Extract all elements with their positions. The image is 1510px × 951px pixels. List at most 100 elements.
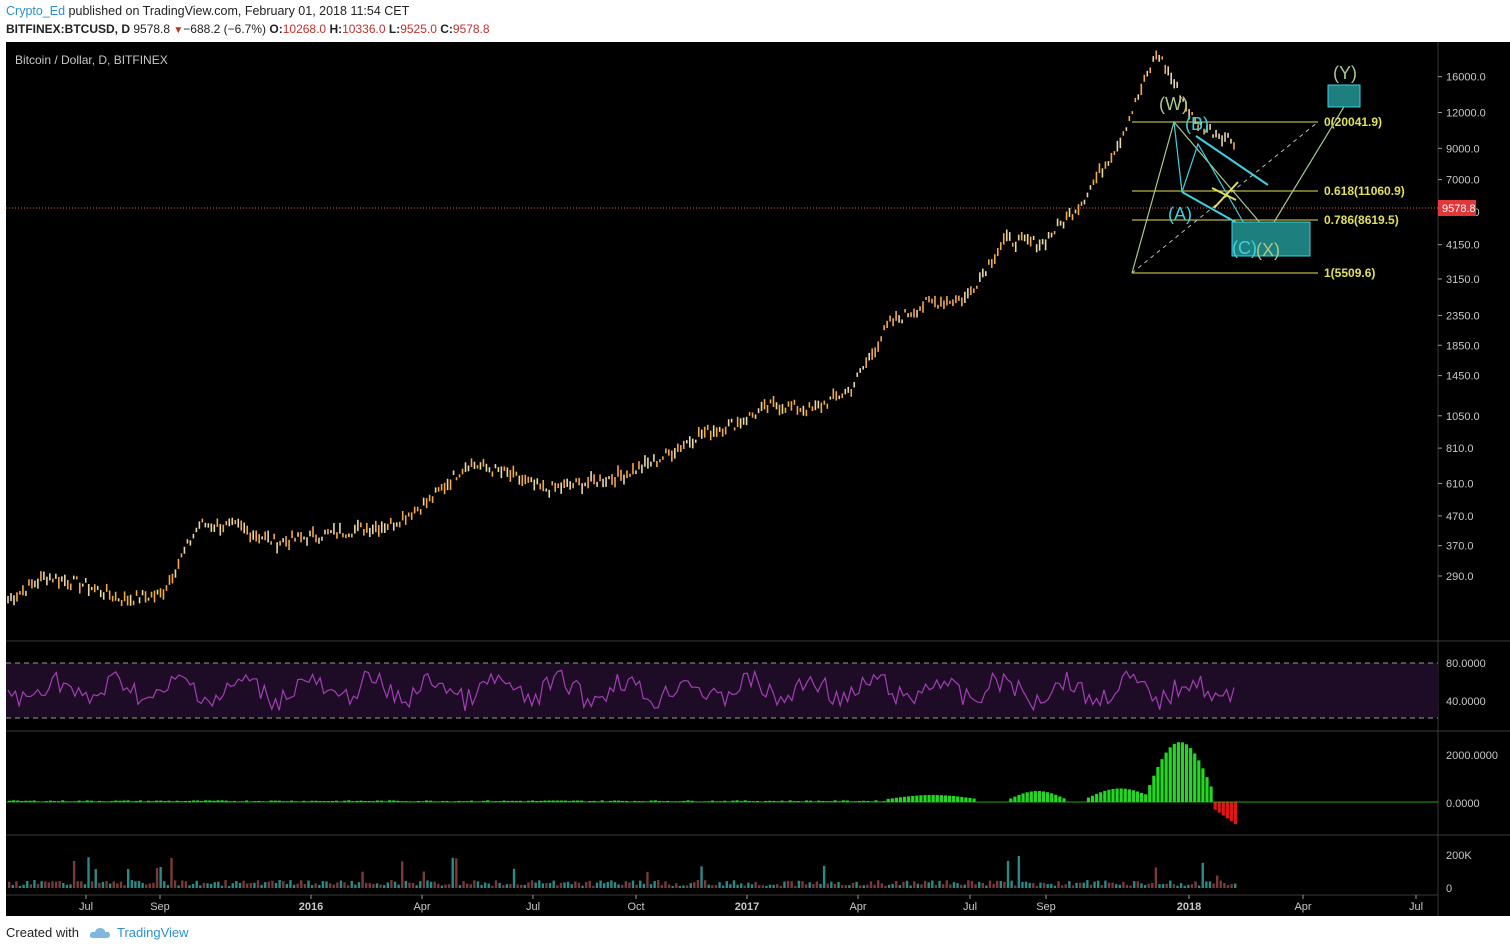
volume-bar [516, 884, 519, 888]
volume-bar [372, 884, 375, 888]
volume-bar [934, 884, 938, 888]
volume-bar [123, 885, 126, 888]
volume-bar [1050, 883, 1053, 888]
osc-bar-positive [257, 800, 261, 802]
rsi-band [6, 663, 1438, 718]
osc-bar-positive [1131, 790, 1136, 802]
time-tick-label: Jul [1409, 901, 1423, 913]
chart-canvas[interactable]: Bitcoin / Dollar, D, BITFINEX 0(20041.9)… [6, 42, 1510, 916]
osc-bar-positive [375, 800, 379, 802]
osc-bar-positive [780, 800, 784, 802]
volume-bar [502, 885, 505, 888]
volume-bar [339, 880, 343, 888]
volume-bar [458, 885, 462, 888]
osc-bar-positive [829, 801, 833, 802]
osc-bar-positive [330, 800, 335, 802]
volume-bar [1057, 881, 1060, 888]
osc-bar-positive [191, 800, 196, 802]
volume-bar [119, 881, 123, 888]
osc-bar-positive [907, 796, 911, 802]
volume-bar [678, 885, 682, 888]
tradingview-link[interactable]: TradingView [116, 925, 189, 940]
osc-bar-positive [731, 800, 735, 802]
fib-retracement[interactable]: 0(20041.9) 0.618(11060.9) 0.786(8619.5) … [1131, 115, 1405, 280]
volume-bar [40, 881, 43, 888]
volume-bar [509, 883, 512, 888]
volume-bar [639, 880, 642, 888]
osc-bar-positive [616, 800, 621, 802]
price-tick-label: 1050.0 [1446, 411, 1480, 423]
vol-tick-0: 0 [1446, 883, 1452, 895]
volume-bar [498, 882, 501, 888]
change-value: −688.2 (−6.7%) [183, 22, 267, 36]
volume-bar [465, 883, 469, 888]
volume-bar [401, 861, 404, 888]
price-tick-label: 9000.0 [1446, 143, 1480, 155]
osc-bar-positive [44, 801, 48, 802]
volume-bar [920, 884, 923, 888]
osc-bar-positive [821, 801, 825, 802]
volume-bar [368, 883, 371, 888]
time-axis[interactable]: Jul Sep 2016 Apr Jul Oct 2017 Apr Jul Sep 2018 Apr J… [79, 895, 1423, 913]
osc-bar-positive [175, 800, 179, 802]
volume-bar [141, 882, 144, 888]
volume-bar [631, 880, 635, 888]
author-link[interactable]: Crypto_Ed [6, 4, 66, 18]
volume-bar [426, 880, 429, 888]
volume-bar [292, 884, 296, 888]
osc-bar-positive [792, 801, 796, 802]
osc-bar-positive [612, 800, 617, 802]
volume-bar [440, 885, 444, 888]
osc-bar-negative [1229, 802, 1234, 822]
volume-bar [927, 882, 930, 888]
volume-series [8, 855, 1237, 888]
volume-bar [750, 884, 754, 888]
wave-abc-line [1173, 121, 1250, 233]
volume-bar [444, 884, 447, 888]
volume-bar [170, 857, 173, 888]
osc-bar-negative [1221, 802, 1225, 816]
osc-bar-positive [947, 795, 952, 802]
volume-bar [1024, 881, 1028, 888]
volume-bar [152, 882, 155, 888]
volume-bar [1042, 882, 1046, 888]
osc-bar-positive [952, 796, 956, 802]
osc-bar-positive [858, 801, 862, 802]
volume-bar [758, 885, 761, 888]
osc-bar-positive [817, 800, 821, 802]
time-tick-label: 2016 [299, 901, 323, 913]
osc-bar-positive [968, 797, 972, 802]
osc-bar-positive [1029, 791, 1033, 802]
osc-bar-positive [134, 800, 138, 802]
volume-bar [830, 881, 833, 888]
volume-bar [992, 883, 995, 888]
volume-bar [47, 882, 51, 888]
volume-bar [1035, 885, 1039, 888]
time-tick-label: Apr [849, 901, 866, 913]
volume-bar [105, 881, 108, 888]
volume-bar [1176, 885, 1179, 888]
chart-title: Bitcoin / Dollar, D, BITFINEX [15, 53, 168, 67]
volume-bar [548, 883, 552, 888]
volume-bar [556, 885, 559, 888]
volume-bar [563, 882, 566, 888]
osc-bar-positive [114, 800, 118, 802]
price-tick-label: 610.0 [1446, 478, 1474, 490]
volume-bar [36, 883, 40, 888]
volume-bar [768, 884, 772, 888]
volume-bar [559, 882, 563, 888]
osc-bar-positive [89, 800, 93, 802]
osc-bar-positive [126, 800, 130, 802]
volume-bar [249, 883, 252, 888]
osc-bar-positive [57, 801, 61, 802]
triangle-line-b [1211, 187, 1237, 201]
osc-bar-positive [1152, 775, 1156, 802]
price-tick-label: 16000.0 [1446, 72, 1486, 84]
volume-bar [1143, 885, 1147, 888]
elliott-wave-drawing[interactable]: (W) (B) (A) (C) (X) (Y) [1131, 63, 1361, 274]
target-box-c [1231, 221, 1311, 257]
osc-bar-positive [657, 801, 661, 802]
down-arrow-icon: ▼ [173, 25, 184, 36]
osc-bar-positive [187, 800, 192, 802]
osc-bar-positive [886, 798, 890, 802]
